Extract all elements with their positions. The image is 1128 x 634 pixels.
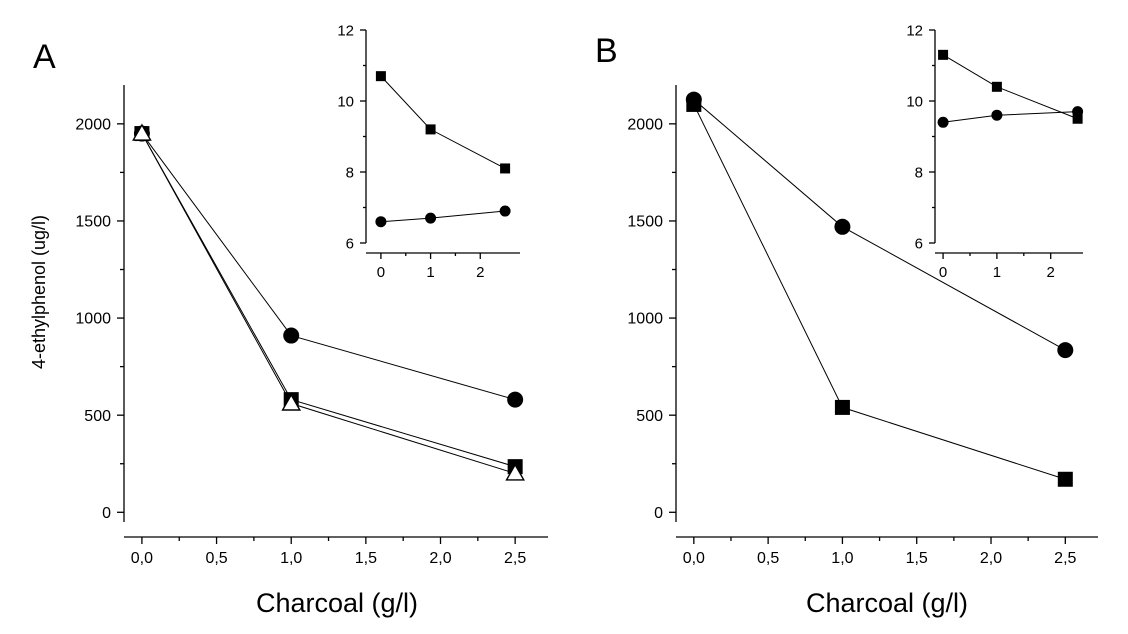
series-line-1 [693, 104, 1066, 480]
inset-y-tick-label: 8 [346, 164, 354, 181]
y-tick-label: 0 [102, 505, 111, 522]
inset-data-point-square [1072, 113, 1083, 124]
y-tick-label: 500 [636, 408, 663, 425]
inset-y-tick-label: 10 [906, 93, 923, 110]
data-point-circle [283, 327, 300, 344]
data-point-square [834, 399, 850, 415]
inset-x-tick-label: 1 [993, 264, 1001, 281]
inset-series-line-0 [942, 54, 1078, 120]
inset-data-point-square [938, 49, 949, 60]
y-tick-label: 1500 [75, 214, 111, 231]
y-tick-label: 1500 [627, 214, 663, 231]
inset-series-line-1 [380, 210, 506, 223]
data-point-square [686, 96, 702, 112]
inset-data-point-circle [1072, 106, 1084, 118]
series-line-1 [141, 133, 516, 468]
inset-y-tick-label: 10 [337, 93, 354, 110]
series-line-0 [693, 99, 1066, 351]
x-tick-label: 1,0 [831, 550, 853, 567]
x-tick-label: 2,5 [504, 550, 526, 567]
series-line-2 [141, 133, 516, 474]
y-tick-label: 2000 [627, 116, 663, 133]
inset-series-line-0 [380, 75, 506, 169]
inset-x-tick-label: 2 [476, 264, 484, 281]
inset-data-point-circle [375, 216, 387, 228]
inset-y-tick-label: 12 [906, 22, 923, 39]
inset-data-point-circle [937, 116, 949, 128]
inset-x-tick-label: 2 [1047, 264, 1055, 281]
data-point-square [1057, 471, 1073, 487]
x-tick-label: 0,5 [757, 550, 779, 567]
y-tick-label: 0 [654, 505, 663, 522]
inset-data-point-circle [499, 205, 511, 217]
x-tick-label: 2,5 [1054, 550, 1076, 567]
inset-data-point-circle [991, 109, 1003, 121]
inset-data-point-square [375, 71, 386, 82]
x-tick-label: 0,0 [131, 550, 153, 567]
inset-series-line-1 [943, 111, 1078, 123]
panel-label: B [595, 32, 618, 70]
data-point-open-triangle [281, 393, 302, 411]
x-axis-label: Charcoal (g/l) [806, 588, 968, 618]
inset-y-tick-label: 8 [915, 164, 923, 181]
inset-data-point-square [425, 124, 436, 135]
inset-y-tick-label: 12 [337, 22, 354, 39]
x-tick-label: 1,0 [280, 550, 302, 567]
x-tick-label: 1,5 [906, 550, 928, 567]
data-point-open-triangle [505, 463, 525, 481]
panel-label: A [33, 38, 56, 76]
inset-data-point-square [991, 81, 1002, 92]
y-tick-label: 1000 [627, 311, 663, 328]
inset-x-tick-label: 1 [426, 264, 434, 281]
inset-x-tick-label: 0 [939, 264, 947, 281]
y-axis-label: 4-ethylphenol (ug/l) [29, 215, 49, 369]
data-point-circle [834, 218, 851, 235]
data-point-circle [1057, 342, 1074, 359]
y-tick-label: 500 [84, 408, 111, 425]
inset-data-point-square [500, 163, 511, 174]
y-tick-label: 2000 [75, 116, 111, 133]
x-tick-label: 0,5 [205, 550, 227, 567]
data-point-circle [507, 391, 524, 408]
panel-a: A 0 500 1000 1500 2000 0,0 0,5 1,0 1,5 2,0 2,5 Charc… [33, 22, 548, 618]
x-tick-label: 0,0 [683, 550, 705, 567]
series-line-0 [141, 133, 516, 401]
x-tick-label: 2,0 [980, 550, 1002, 567]
x-tick-label: 2,0 [429, 550, 451, 567]
inset-x-tick-label: 0 [377, 264, 385, 281]
inset-data-point-circle [425, 212, 437, 224]
data-point-open-triangle [132, 123, 152, 141]
inset-y-tick-label: 6 [346, 235, 354, 252]
x-tick-label: 1,5 [355, 550, 377, 567]
panel-b: B 0 500 1000 1500 2000 0,0 0,5 1,0 1,5 2,0 2,5 Charc… [595, 22, 1098, 618]
y-tick-label: 1000 [75, 311, 111, 328]
x-axis-label: Charcoal (g/l) [256, 588, 418, 618]
inset-y-tick-label: 6 [915, 235, 923, 252]
